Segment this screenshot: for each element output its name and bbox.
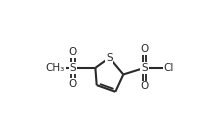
- Text: S: S: [141, 63, 148, 73]
- Text: O: O: [140, 81, 149, 92]
- Text: S: S: [106, 53, 113, 63]
- Text: O: O: [69, 47, 77, 57]
- Text: CH₃: CH₃: [46, 63, 65, 73]
- Text: O: O: [140, 44, 149, 54]
- Text: O: O: [69, 79, 77, 89]
- Text: S: S: [70, 63, 76, 73]
- Text: Cl: Cl: [164, 63, 174, 73]
